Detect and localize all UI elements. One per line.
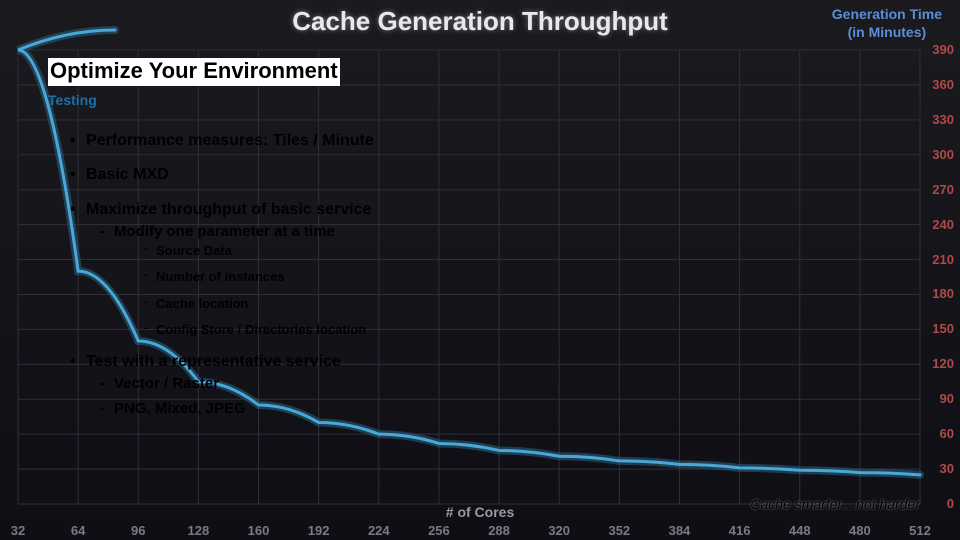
x-tick-label: 480 — [840, 523, 880, 538]
chart-area: 0306090120150180210240270300330360390 32… — [0, 0, 960, 540]
x-tick-label: 384 — [659, 523, 699, 538]
x-tick-label: 192 — [299, 523, 339, 538]
y-tick-label: 390 — [924, 42, 954, 57]
x-tick-label: 448 — [780, 523, 820, 538]
y-tick-label: 90 — [924, 391, 954, 406]
x-tick-label: 32 — [0, 523, 38, 538]
y-tick-label: 210 — [924, 252, 954, 267]
y-tick-label: 330 — [924, 112, 954, 127]
x-tick-label: 128 — [178, 523, 218, 538]
x-tick-label: 224 — [359, 523, 399, 538]
y-tick-label: 240 — [924, 217, 954, 232]
y-tick-label: 180 — [924, 286, 954, 301]
x-tick-label: 320 — [539, 523, 579, 538]
x-tick-label: 256 — [419, 523, 459, 538]
y-tick-label: 360 — [924, 77, 954, 92]
y-tick-label: 300 — [924, 147, 954, 162]
y-tick-label: 30 — [924, 461, 954, 476]
throughput-line-chart — [0, 0, 960, 540]
y-tick-label: 60 — [924, 426, 954, 441]
y-tick-label: 150 — [924, 321, 954, 336]
x-tick-label: 352 — [599, 523, 639, 538]
x-tick-label: 64 — [58, 523, 98, 538]
y-tick-label: 270 — [924, 182, 954, 197]
y-tick-label: 120 — [924, 356, 954, 371]
x-tick-label: 96 — [118, 523, 158, 538]
x-tick-label: 416 — [720, 523, 760, 538]
x-tick-label: 160 — [239, 523, 279, 538]
x-tick-label: 288 — [479, 523, 519, 538]
x-axis-title: # of Cores — [0, 504, 960, 520]
x-tick-label: 512 — [900, 523, 940, 538]
